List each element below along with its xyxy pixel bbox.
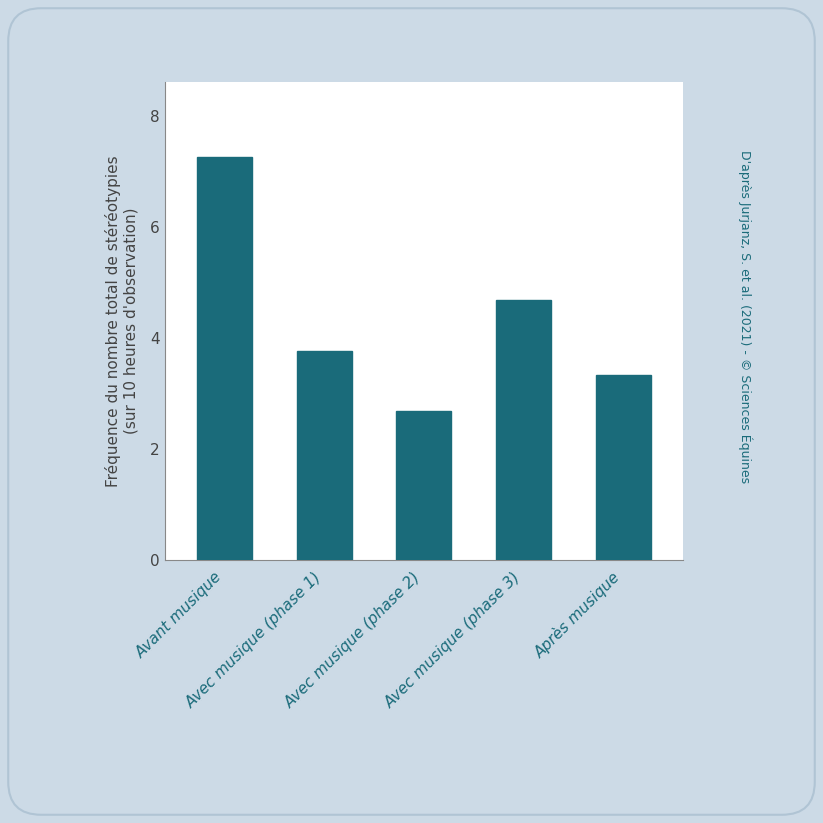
Bar xyxy=(197,157,252,560)
Y-axis label: Fréquence du nombre total de stéréotypies
(sur 10 heures d'observation): Fréquence du nombre total de stéréotypie… xyxy=(105,156,139,486)
Bar xyxy=(596,374,651,560)
Bar xyxy=(496,300,551,560)
Bar xyxy=(297,351,351,560)
Text: D'après Jurjanz, S. et al. (2021) - © Sciences Équines: D'après Jurjanz, S. et al. (2021) - © Sc… xyxy=(737,151,752,483)
Bar xyxy=(397,412,451,560)
